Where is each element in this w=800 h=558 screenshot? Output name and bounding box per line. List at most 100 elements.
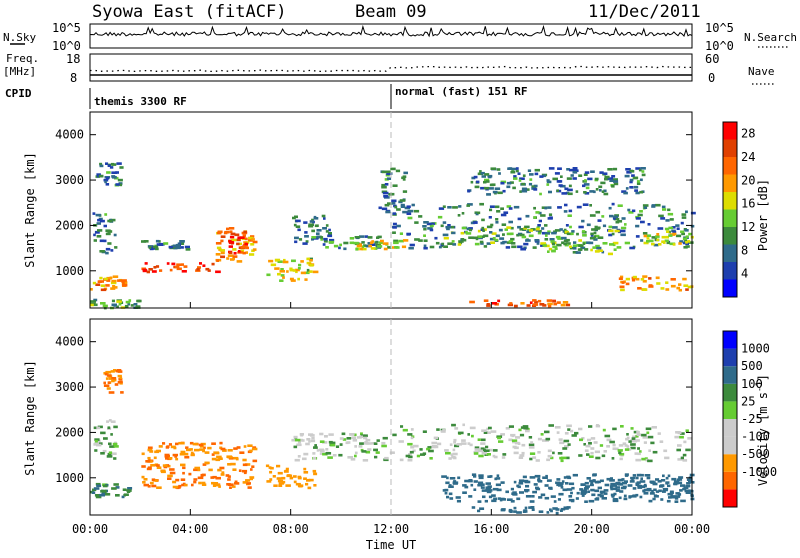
velocity-colorbar-tick-0: 1000: [741, 342, 770, 356]
power-cell-222: [220, 255, 225, 259]
velocity-cell-303: [303, 477, 307, 480]
power-cell-696: [500, 213, 507, 217]
velocity-cell-88: [111, 377, 117, 380]
power-cell-540: [516, 233, 520, 237]
power-colorbar-swatch-8: [723, 139, 737, 157]
power-cell-907: [641, 288, 648, 291]
power-cell-360: [325, 246, 329, 249]
power-cell-543: [511, 245, 517, 249]
power-cell-34: [105, 183, 110, 186]
velocity-colorbar-tick-7: -1000: [741, 465, 777, 479]
power-cell-233: [244, 237, 248, 241]
velocity-cell-861: [529, 500, 535, 503]
velocity-cell-193: [143, 483, 149, 487]
power-cell-473: [395, 246, 400, 249]
power-cell-1050: [488, 175, 492, 179]
velocity-cell-229: [141, 452, 145, 456]
power-colorbar-swatch-3: [723, 227, 737, 245]
velocity-cell-902: [609, 477, 613, 480]
power-cell-1015: [636, 182, 641, 185]
power-cell-469: [597, 219, 602, 222]
velocity-cell-378: [351, 436, 357, 439]
velocity-cell-429: [454, 444, 460, 448]
velocity-cell-1002: [665, 481, 670, 484]
velocity-cell-708: [555, 481, 561, 485]
velocity-cell-781: [478, 481, 484, 485]
velocity-cell-404: [306, 438, 311, 441]
power-cell-157: [184, 245, 190, 249]
velocity-cell-48: [104, 493, 111, 496]
power-cell-387: [361, 247, 367, 251]
velocity-cell-134: [194, 448, 200, 452]
power-cell-1033: [635, 191, 640, 195]
velocity-cell-178: [218, 485, 221, 488]
velocity-cell-1020: [667, 484, 671, 488]
velocity-cell-525: [637, 447, 640, 450]
velocity-cell-817: [545, 474, 548, 478]
velocity-cell-898: [491, 499, 497, 503]
velocity-cell-641: [609, 440, 615, 444]
velocity-cell-697: [531, 508, 535, 511]
power-cell-433: [390, 167, 396, 171]
power-cell-411: [384, 203, 390, 207]
power-cell-1104: [604, 175, 610, 179]
power-colorbar-swatch-5: [723, 192, 737, 210]
velocity-cell-471: [429, 457, 433, 460]
power-cell-932: [655, 235, 660, 238]
power-cell-864: [552, 242, 556, 246]
velocity-cell-452: [508, 438, 513, 442]
velocity-cell-647: [530, 441, 534, 444]
power-cell-608: [631, 209, 636, 213]
power-cell-872: [547, 250, 550, 253]
power-cell-938: [658, 243, 662, 246]
power-cell-588: [690, 211, 696, 215]
velocity-cell-248: [143, 478, 148, 481]
velocity-cell-555: [612, 447, 616, 450]
velocity-cell-971: [624, 480, 628, 483]
velocity-cell-938: [558, 482, 564, 486]
velocity-colorbar-tick-6: -500: [741, 447, 770, 461]
velocity-cell-308: [285, 467, 289, 471]
power-cell-1109: [613, 180, 619, 183]
power-cell-418: [395, 169, 401, 173]
power-cell-659: [681, 216, 687, 219]
velocity-cell-15: [93, 443, 99, 446]
velocity-cell-420: [502, 453, 507, 456]
velocity-cell-959: [651, 489, 654, 493]
velocity-cell-82: [106, 374, 112, 377]
velocity-cell-115: [219, 441, 223, 445]
velocity-cell-856: [524, 480, 531, 484]
power-cell-1005: [511, 169, 515, 172]
power-cell-674: [407, 209, 414, 213]
velocity-cell-336: [346, 437, 352, 440]
power-cell-873: [593, 235, 597, 239]
velocity-cell-586: [448, 457, 452, 460]
power-cell-634: [637, 213, 643, 217]
velocity-cell-533: [426, 447, 431, 451]
power-cell-607: [494, 205, 500, 209]
power-cell-1074: [603, 172, 608, 175]
velocity-cell-703: [560, 507, 566, 511]
velocity-cell-670: [677, 431, 682, 435]
velocity-cell-908: [635, 476, 639, 480]
power-cell-276: [268, 259, 274, 263]
power-cell-936: [661, 240, 666, 243]
power-cell-881: [685, 288, 689, 291]
power-cell-1002: [641, 170, 645, 173]
power-cell-985: [539, 192, 542, 196]
velocity-cell-660: [570, 429, 574, 433]
power-cell-944: [559, 184, 566, 188]
velocity-cell-355: [364, 441, 368, 444]
velocity-cell-832: [561, 480, 565, 483]
velocity-cell-465: [646, 431, 650, 435]
velocity-cell-243: [242, 481, 247, 484]
power-cell-631: [452, 206, 458, 209]
power-cell-532: [392, 231, 396, 234]
velocity-cell-401: [294, 458, 300, 462]
velocity-cell-351: [352, 439, 358, 442]
velocity-cell-44: [122, 488, 127, 491]
power-cell-417: [403, 171, 408, 175]
power-cell-883: [635, 277, 640, 281]
velocity-cell-447: [578, 427, 583, 431]
